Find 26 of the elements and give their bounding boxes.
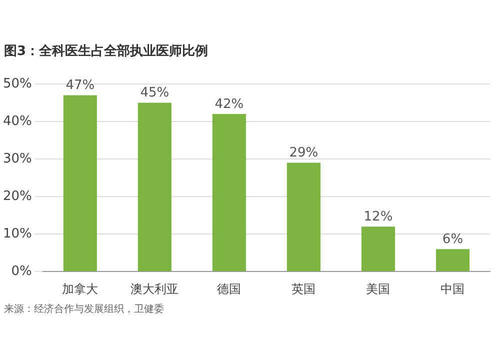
y-tick-label: 30% [2,151,32,166]
x-tick-label: 美国 [366,282,390,296]
x-tick-label: 加拿大 [62,282,98,296]
bar [138,102,172,272]
data-label: 29% [289,146,318,161]
bar [212,114,246,272]
y-tick-label: 20% [2,188,32,204]
chart-title: 图3：全科医生占全部执业医师比例 [3,42,210,61]
data-label: 12% [364,209,393,224]
bar [63,95,97,272]
y-tick-label: 40% [2,114,32,129]
y-tick-label: 0% [11,264,32,279]
x-tick-label: 德国 [217,282,242,296]
y-tick-label: 10% [2,226,32,242]
y-tick-label: 50% [2,76,32,92]
bar [436,249,470,272]
x-tick-label: 澳大利亚 [130,282,179,296]
data-label: 47% [66,78,95,94]
source-note: 来源：经济合作与发展组织，卫健委 [3,302,165,316]
bar [286,162,320,272]
x-tick-label: 英国 [292,282,316,296]
x-tick-label: 中国 [440,282,465,296]
data-label: 6% [442,232,464,247]
data-label: 45% [140,86,170,101]
bar [361,226,395,272]
data-label: 42% [214,96,244,112]
